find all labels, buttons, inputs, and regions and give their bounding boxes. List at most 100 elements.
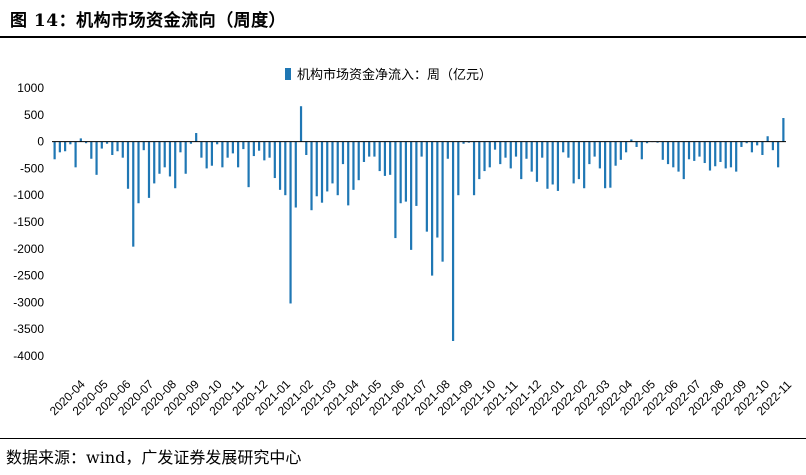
x-axis: 2020-042020-052020-062020-072020-082020-…: [47, 141, 794, 418]
source-note: 数据来源：wind，广发证券发展研究中心: [6, 448, 302, 467]
bar: [431, 141, 434, 276]
bar: [719, 141, 722, 162]
bar: [347, 141, 350, 206]
bar: [640, 141, 643, 160]
bar: [362, 141, 366, 162]
legend-label: 机构市场资金净流入：周（亿元）: [297, 68, 493, 83]
bar: [158, 141, 161, 174]
y-tick-label: -3500: [13, 322, 44, 336]
bar: [446, 141, 449, 159]
bar: [420, 141, 423, 157]
bar: [147, 141, 151, 198]
bar: [535, 141, 539, 182]
bar: [273, 141, 276, 179]
bar: [577, 141, 581, 180]
bar: [530, 141, 533, 172]
bar: [604, 141, 607, 189]
bar: [645, 141, 649, 144]
bar: [111, 141, 114, 155]
bar: [163, 141, 166, 168]
bar: [310, 141, 313, 211]
bar: [635, 141, 638, 147]
bar: [389, 141, 392, 175]
y-tick-label: 0: [37, 135, 44, 149]
bar: [394, 141, 397, 239]
y-tick-label: 1000: [17, 81, 44, 95]
bar: [352, 141, 355, 190]
bar: [331, 141, 334, 184]
bar: [771, 141, 774, 151]
bar-series: [53, 106, 785, 341]
bar: [294, 141, 297, 208]
bar: [614, 141, 617, 166]
bar: [509, 141, 512, 169]
figure-title: 图 14：机构市场资金流向（周度）: [10, 11, 287, 31]
bar: [425, 141, 428, 232]
bar: [745, 141, 748, 144]
bar: [472, 141, 476, 196]
legend-swatch: [285, 67, 291, 80]
bar: [624, 141, 628, 153]
bar: [95, 141, 98, 175]
y-tick-label: -4000: [13, 349, 44, 363]
bar: [100, 141, 103, 149]
bar: [698, 141, 701, 157]
bar: [708, 141, 712, 171]
bar: [263, 141, 266, 161]
bar: [478, 141, 481, 180]
bar: [462, 141, 465, 144]
bar: [378, 141, 381, 172]
bar: [682, 141, 685, 180]
bar: [278, 141, 282, 190]
chart-legend: 机构市场资金净流入：周（亿元）: [285, 64, 492, 83]
bar: [242, 141, 245, 150]
bar: [546, 141, 549, 189]
bar: [153, 141, 156, 184]
bar: [609, 141, 612, 188]
bar: [53, 141, 56, 160]
bar: [661, 141, 664, 160]
bar: [357, 141, 360, 181]
bar: [121, 141, 124, 158]
y-tick-label: -2000: [13, 242, 44, 256]
bar: [724, 141, 727, 169]
bar: [189, 141, 193, 144]
bar: [383, 141, 387, 176]
bar: [598, 141, 601, 169]
bar: [69, 141, 72, 145]
bar: [756, 141, 759, 146]
bar: [320, 141, 324, 203]
bar: [399, 141, 402, 204]
bar: [467, 141, 470, 143]
bar: [79, 138, 82, 142]
bar: [336, 141, 339, 196]
bar: [593, 141, 596, 157]
bar: [305, 141, 308, 155]
bar: [64, 141, 67, 152]
bar: [195, 133, 198, 142]
bar: [257, 141, 261, 151]
bar: [457, 141, 460, 196]
bar: [619, 141, 622, 160]
bar: [630, 139, 633, 142]
top-rule: [0, 36, 806, 38]
bar: [174, 141, 177, 189]
bar: [729, 141, 733, 168]
bar: [200, 141, 203, 158]
y-tick-label: -500: [20, 161, 44, 175]
bar: [184, 141, 187, 174]
bar: [289, 141, 292, 304]
bar: [677, 141, 680, 172]
bar: [179, 141, 182, 153]
bar: [58, 141, 61, 153]
bar: [231, 141, 234, 154]
bar: [326, 141, 329, 192]
bar: [221, 141, 224, 168]
bar: [556, 141, 560, 191]
bar: [551, 141, 554, 185]
y-tick-label: 500: [24, 108, 44, 122]
y-tick-label: -3000: [13, 295, 44, 309]
bar: [105, 141, 109, 144]
bar: [74, 141, 77, 168]
